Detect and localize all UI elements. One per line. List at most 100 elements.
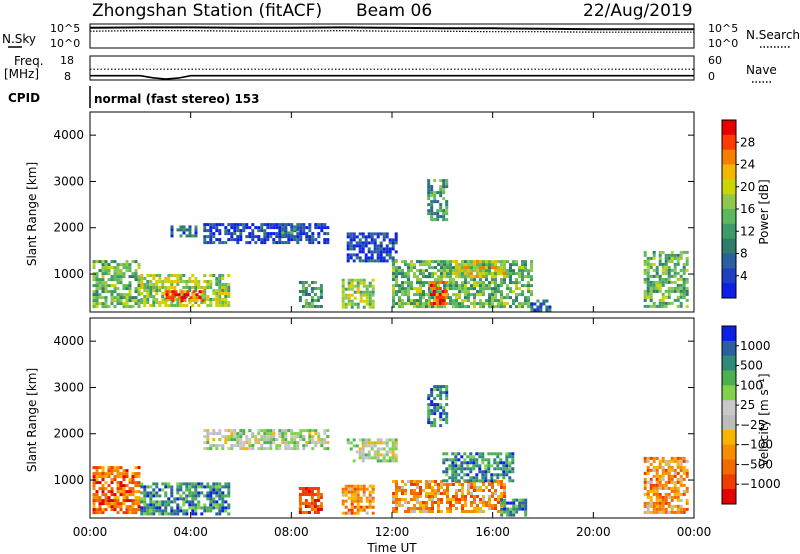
heatmap-cell bbox=[191, 286, 195, 289]
heatmap-cell bbox=[290, 438, 294, 442]
heatmap-cell bbox=[655, 456, 659, 460]
heatmap-cell bbox=[355, 256, 359, 260]
heatmap-cell bbox=[239, 447, 243, 451]
heatmap-cell bbox=[290, 435, 294, 439]
heatmap-cell bbox=[362, 281, 366, 285]
heatmap-cell bbox=[437, 260, 440, 264]
heatmap-cell bbox=[290, 429, 294, 433]
heatmap-cell bbox=[434, 266, 437, 270]
heatmap-cell bbox=[521, 263, 524, 267]
heatmap-cell bbox=[452, 483, 455, 486]
heatmap-cell bbox=[101, 296, 105, 300]
heatmap-cell bbox=[685, 259, 689, 263]
heatmap-cell bbox=[341, 296, 345, 300]
heatmap-cell bbox=[367, 232, 371, 236]
heatmap-cell bbox=[442, 185, 446, 189]
heatmap-cell bbox=[521, 278, 524, 282]
heatmap-cell bbox=[470, 266, 473, 270]
heatmap-cell bbox=[170, 301, 174, 304]
heatmap-cell bbox=[467, 281, 470, 285]
heatmap-cell bbox=[434, 305, 437, 309]
heatmap-cell bbox=[655, 271, 659, 275]
heatmap-cell bbox=[530, 275, 533, 279]
heatmap-cell bbox=[248, 226, 252, 230]
heatmap-cell bbox=[407, 290, 410, 294]
heatmap-cell bbox=[254, 435, 258, 439]
heatmap-cell bbox=[652, 280, 656, 284]
heatmap-cell bbox=[658, 262, 662, 266]
heatmap-cell bbox=[413, 287, 416, 291]
heatmap-cell bbox=[395, 278, 398, 282]
heatmap-cell bbox=[505, 452, 509, 456]
heatmap-cell bbox=[194, 488, 198, 492]
heatmap-cell bbox=[284, 232, 288, 236]
heatmap-cell bbox=[484, 476, 488, 480]
heatmap-cell bbox=[116, 505, 120, 509]
heatmap-cell bbox=[182, 280, 186, 283]
heatmap-cell bbox=[434, 495, 437, 498]
heatmap-cell bbox=[239, 444, 243, 448]
heatmap-cell bbox=[490, 266, 494, 270]
heatmap-cell bbox=[137, 508, 141, 512]
heatmap-cell bbox=[458, 272, 461, 276]
heatmap-cell bbox=[92, 511, 96, 515]
heatmap-cell bbox=[494, 504, 497, 507]
heatmap-cell bbox=[368, 284, 372, 288]
heatmap-cell bbox=[323, 241, 327, 245]
heatmap-cell bbox=[356, 278, 360, 282]
heatmap-cell bbox=[422, 260, 425, 264]
heatmap-cell bbox=[676, 456, 680, 460]
heatmap-cell bbox=[512, 263, 515, 267]
heatmap-cell bbox=[305, 238, 309, 242]
heatmap-cell bbox=[209, 488, 213, 492]
heatmap-cell bbox=[649, 274, 653, 278]
heatmap-cell bbox=[496, 455, 500, 459]
heatmap-cell bbox=[485, 284, 488, 288]
heatmap-cell bbox=[652, 489, 656, 493]
heatmap-cell bbox=[152, 509, 156, 513]
heatmap-cell bbox=[649, 504, 653, 508]
heatmap-cell bbox=[98, 287, 102, 291]
time-xlabel: Time UT bbox=[366, 541, 417, 554]
heatmap-cell bbox=[358, 453, 362, 457]
heatmap-cell bbox=[524, 266, 527, 270]
heatmap-cell bbox=[679, 504, 683, 508]
heatmap-cell bbox=[661, 292, 665, 296]
heatmap-cell bbox=[432, 287, 436, 290]
heatmap-cell bbox=[454, 458, 458, 462]
heatmap-cell bbox=[673, 256, 677, 260]
heatmap-cell bbox=[95, 293, 99, 297]
heatmap-cell bbox=[179, 494, 183, 498]
heatmap-cell bbox=[673, 459, 677, 463]
heatmap-cell bbox=[419, 302, 422, 306]
heatmap-cell bbox=[197, 280, 201, 283]
heatmap-cell bbox=[218, 485, 222, 489]
heatmap-cell bbox=[376, 447, 380, 451]
heatmap-cell bbox=[239, 235, 243, 239]
heatmap-cell bbox=[275, 226, 279, 230]
heatmap-cell bbox=[140, 506, 144, 510]
heatmap-cell bbox=[92, 487, 96, 491]
heatmap-cell bbox=[466, 473, 470, 477]
heatmap-cell bbox=[392, 263, 395, 267]
heatmap-cell bbox=[445, 403, 449, 407]
heatmap-cell bbox=[215, 301, 219, 304]
heatmap-cell bbox=[161, 503, 165, 507]
heatmap-cell bbox=[92, 505, 96, 509]
heatmap-cell bbox=[485, 287, 488, 291]
heatmap-cell bbox=[682, 465, 686, 469]
heatmap-cell bbox=[364, 456, 368, 460]
heatmap-cell bbox=[428, 275, 431, 279]
heatmap-cell bbox=[436, 403, 440, 407]
heatmap-cell bbox=[269, 435, 273, 439]
heatmap-cell bbox=[416, 275, 419, 279]
heatmap-cell bbox=[521, 284, 524, 288]
heatmap-cell bbox=[164, 503, 168, 507]
heatmap-cell bbox=[499, 266, 503, 270]
heatmap-cell bbox=[461, 498, 464, 501]
colorbar-swatch bbox=[722, 283, 736, 299]
heatmap-cell bbox=[349, 247, 353, 251]
heatmap-cell bbox=[275, 444, 279, 448]
heatmap-cell bbox=[365, 496, 369, 500]
heatmap-cell bbox=[209, 232, 213, 236]
